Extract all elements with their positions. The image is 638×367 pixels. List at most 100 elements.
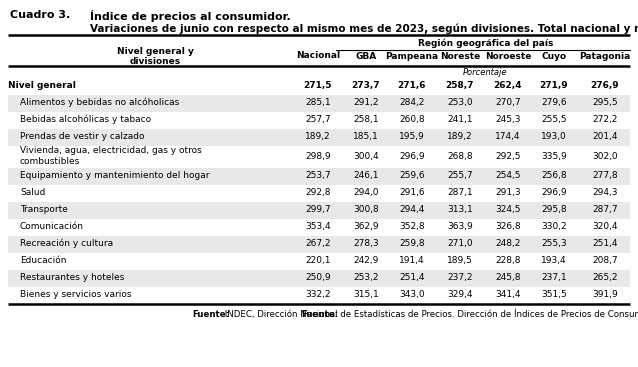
Text: 278,3: 278,3 <box>353 239 379 248</box>
Text: 228,8: 228,8 <box>495 256 521 265</box>
Bar <box>8 129 630 146</box>
Text: Comunicación: Comunicación <box>20 222 84 231</box>
Text: 284,2: 284,2 <box>399 98 425 107</box>
Text: 326,8: 326,8 <box>495 222 521 231</box>
Text: 251,4: 251,4 <box>399 273 425 282</box>
Text: 191,4: 191,4 <box>399 256 425 265</box>
Text: Fuente:: Fuente: <box>192 310 229 319</box>
Text: 189,5: 189,5 <box>447 256 473 265</box>
Text: Cuadro 3.: Cuadro 3. <box>10 10 70 20</box>
Text: 271,5: 271,5 <box>304 81 332 90</box>
Text: Porcentaje: Porcentaje <box>463 68 508 77</box>
Text: 242,9: 242,9 <box>353 256 379 265</box>
Bar <box>8 202 630 219</box>
Text: 271,9: 271,9 <box>540 81 568 90</box>
Text: 257,7: 257,7 <box>305 115 331 124</box>
Text: 276,9: 276,9 <box>591 81 619 90</box>
Text: 250,9: 250,9 <box>305 273 331 282</box>
Text: 260,8: 260,8 <box>399 115 425 124</box>
Text: 270,7: 270,7 <box>495 98 521 107</box>
Text: 258,1: 258,1 <box>353 115 379 124</box>
Text: 259,6: 259,6 <box>399 171 425 180</box>
Text: 294,3: 294,3 <box>592 188 618 197</box>
Text: 320,4: 320,4 <box>592 222 618 231</box>
Text: 245,8: 245,8 <box>495 273 521 282</box>
Text: GBA: GBA <box>355 52 376 61</box>
Text: 268,8: 268,8 <box>447 152 473 160</box>
Text: 255,3: 255,3 <box>541 239 567 248</box>
Text: Nacional: Nacional <box>296 51 340 60</box>
Text: 294,0: 294,0 <box>353 188 379 197</box>
Text: Nivel general y
divisiones: Nivel general y divisiones <box>117 47 194 66</box>
Text: Recreación y cultura: Recreación y cultura <box>20 239 113 248</box>
Text: Fuente:: Fuente: <box>301 310 339 319</box>
Text: 291,6: 291,6 <box>399 188 425 197</box>
Text: 273,7: 273,7 <box>352 81 380 90</box>
Text: 189,2: 189,2 <box>305 132 331 141</box>
Text: 267,2: 267,2 <box>305 239 330 248</box>
Text: 362,9: 362,9 <box>353 222 379 231</box>
Text: 208,7: 208,7 <box>592 256 618 265</box>
Text: 296,9: 296,9 <box>541 188 567 197</box>
Text: 220,1: 220,1 <box>305 256 330 265</box>
Text: 292,5: 292,5 <box>495 152 521 160</box>
Text: 300,4: 300,4 <box>353 152 379 160</box>
Text: 287,1: 287,1 <box>447 188 473 197</box>
Text: 201,4: 201,4 <box>592 132 618 141</box>
Text: 391,9: 391,9 <box>592 290 618 299</box>
Text: 253,7: 253,7 <box>305 171 331 180</box>
Text: 329,4: 329,4 <box>447 290 473 299</box>
Bar <box>8 95 630 112</box>
Text: 255,5: 255,5 <box>541 115 567 124</box>
Bar <box>8 236 630 253</box>
Text: 295,8: 295,8 <box>541 205 567 214</box>
Text: Fuente: INDEC, Dirección Nacional de Estadísticas de Precios. Dirección de Índic: Fuente: INDEC, Dirección Nacional de Est… <box>89 310 551 320</box>
Text: 262,4: 262,4 <box>494 81 523 90</box>
Bar <box>8 270 630 287</box>
Text: 189,2: 189,2 <box>447 132 473 141</box>
Text: 353,4: 353,4 <box>305 222 331 231</box>
Text: 185,1: 185,1 <box>353 132 379 141</box>
Text: Bebidas alcohólicas y tabaco: Bebidas alcohólicas y tabaco <box>20 115 151 124</box>
Text: 279,6: 279,6 <box>541 98 567 107</box>
Text: 237,2: 237,2 <box>447 273 473 282</box>
Text: 195,9: 195,9 <box>399 132 425 141</box>
Text: Salud: Salud <box>20 188 45 197</box>
Text: Prendas de vestir y calzado: Prendas de vestir y calzado <box>20 132 144 141</box>
Text: 285,1: 285,1 <box>305 98 331 107</box>
Text: Índice de precios al consumidor.: Índice de precios al consumidor. <box>90 10 291 22</box>
Text: 352,8: 352,8 <box>399 222 425 231</box>
Text: 253,2: 253,2 <box>353 273 379 282</box>
Text: Nivel general: Nivel general <box>8 81 76 90</box>
Text: 363,9: 363,9 <box>447 222 473 231</box>
Text: 295,5: 295,5 <box>592 98 618 107</box>
Text: 253,0: 253,0 <box>447 98 473 107</box>
Text: 193,0: 193,0 <box>541 132 567 141</box>
Text: 299,7: 299,7 <box>305 205 331 214</box>
Text: 296,9: 296,9 <box>399 152 425 160</box>
Text: Noroeste: Noroeste <box>485 52 531 61</box>
Text: Bienes y servicios varios: Bienes y servicios varios <box>20 290 131 299</box>
Text: Educación: Educación <box>20 256 66 265</box>
Text: 324,5: 324,5 <box>495 205 521 214</box>
Text: 174,4: 174,4 <box>495 132 521 141</box>
Text: 313,1: 313,1 <box>447 205 473 214</box>
Text: 351,5: 351,5 <box>541 290 567 299</box>
Text: 292,8: 292,8 <box>305 188 330 197</box>
Text: Vivienda, agua, electricidad, gas y otros
combustibles: Vivienda, agua, electricidad, gas y otro… <box>20 146 202 166</box>
Text: 298,9: 298,9 <box>305 152 331 160</box>
Text: 302,0: 302,0 <box>592 152 618 160</box>
Text: 265,2: 265,2 <box>592 273 618 282</box>
Text: INDEC, Dirección Nacional de Estadísticas de Precios. Dirección de Índices de Pr: INDEC, Dirección Nacional de Estadística… <box>222 310 638 320</box>
Text: 291,2: 291,2 <box>353 98 379 107</box>
Text: 258,7: 258,7 <box>446 81 474 90</box>
Text: 315,1: 315,1 <box>353 290 379 299</box>
Text: 271,6: 271,6 <box>397 81 426 90</box>
Text: 300,8: 300,8 <box>353 205 379 214</box>
Text: Restaurantes y hoteles: Restaurantes y hoteles <box>20 273 124 282</box>
Text: Noreste: Noreste <box>440 52 480 61</box>
Text: 255,7: 255,7 <box>447 171 473 180</box>
Text: Región geográfica del país: Región geográfica del país <box>418 39 553 48</box>
Text: 272,2: 272,2 <box>592 115 618 124</box>
Bar <box>8 168 630 185</box>
